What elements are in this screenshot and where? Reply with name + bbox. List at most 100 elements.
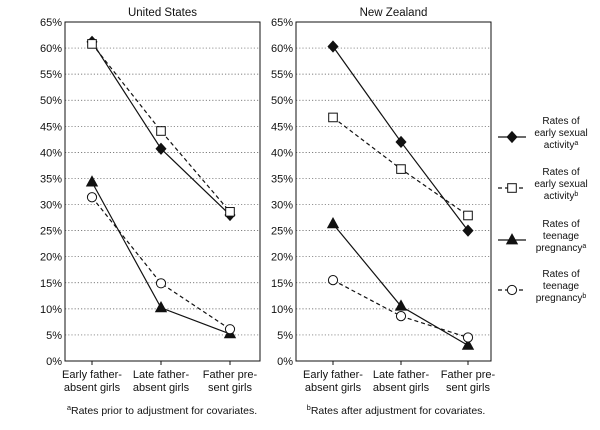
legend-label: Rates of bbox=[542, 167, 579, 178]
panel-title: United States bbox=[128, 7, 197, 19]
legend-label-line: Rates of bbox=[542, 219, 579, 230]
footnote-mark: a bbox=[67, 403, 72, 412]
series-line-triangle bbox=[332, 223, 469, 346]
data-point-circle bbox=[462, 332, 474, 343]
footnote-text: Rates prior to adjustment for covariates… bbox=[71, 405, 257, 417]
x-category-label: absent girls bbox=[133, 382, 190, 394]
legend-label-line: activity bbox=[544, 140, 575, 151]
y-tick-label: 25% bbox=[271, 226, 293, 238]
legend-label: early sexual bbox=[534, 128, 587, 139]
x-category-label: sent girls bbox=[208, 382, 253, 394]
legend-label: teenage bbox=[543, 281, 580, 292]
legend-label: early sexual bbox=[534, 179, 587, 190]
y-tick-label: 10% bbox=[40, 304, 62, 316]
legend-superscript: b bbox=[574, 191, 578, 198]
legend-label-line: pregnancy bbox=[536, 293, 583, 304]
data-point-square bbox=[463, 210, 473, 221]
x-category-label: absent girls bbox=[373, 382, 430, 394]
y-tick-label: 30% bbox=[271, 200, 293, 212]
y-tick-label: 55% bbox=[271, 69, 293, 81]
data-point-triangle bbox=[461, 338, 475, 350]
y-tick-label: 50% bbox=[40, 95, 62, 107]
y-tick-label: 55% bbox=[40, 69, 62, 81]
data-point-diamond bbox=[327, 40, 339, 53]
footnote: bRates after adjustment for covariates. bbox=[307, 403, 486, 418]
legend-label-line: teenage bbox=[543, 281, 580, 292]
legend-label-line: Rates of bbox=[542, 116, 579, 127]
legend-label: Rates of bbox=[542, 116, 579, 127]
panel-united-states: 0% 5% 10% 15% 20% 25% 30% 35% 40% 45% 50% 55% 60% 65%… bbox=[40, 7, 261, 418]
legend-label: activityb bbox=[544, 191, 579, 203]
legend-label: teenage bbox=[543, 231, 580, 242]
data-point-circle bbox=[327, 275, 339, 286]
data-point-square bbox=[156, 126, 166, 136]
y-tick-label: 60% bbox=[40, 43, 62, 55]
x-category-label: Late father- bbox=[373, 369, 430, 381]
data-point-circle bbox=[155, 278, 167, 289]
y-tick-label: 20% bbox=[271, 252, 293, 264]
y-tick-label: 0% bbox=[277, 356, 293, 368]
footnote: aRates prior to adjustment for covariate… bbox=[67, 403, 257, 418]
y-tick-label: 5% bbox=[46, 330, 62, 342]
plot-frame bbox=[295, 21, 492, 362]
data-point-diamond bbox=[155, 142, 167, 155]
data-point-circle bbox=[224, 324, 236, 335]
data-point-square bbox=[396, 164, 406, 174]
y-tick-label: 65% bbox=[40, 17, 62, 29]
data-point-square bbox=[328, 112, 338, 123]
legend-label-line: early sexual bbox=[534, 179, 587, 190]
panel-title: New Zealand bbox=[360, 7, 428, 19]
legend-label: pregnancya bbox=[536, 243, 587, 255]
x-category-label: absent girls bbox=[305, 382, 362, 394]
legend-label-line: Rates of bbox=[542, 167, 579, 178]
legend-label-line: teenage bbox=[543, 231, 580, 242]
y-tick-label: 45% bbox=[271, 121, 293, 133]
y-tick-label: 60% bbox=[271, 43, 293, 55]
legend-label-line: Rates of bbox=[542, 269, 579, 280]
y-tick-label: 35% bbox=[40, 173, 62, 185]
legend-marker-circle bbox=[506, 284, 518, 296]
y-tick-label: 30% bbox=[40, 200, 62, 212]
legend-marker-diamond bbox=[506, 130, 518, 144]
y-tick-label: 50% bbox=[271, 95, 293, 107]
y-tick-label: 0% bbox=[46, 356, 62, 368]
footnote-text: Rates after adjustment for covariates. bbox=[311, 405, 486, 417]
y-tick-label: 35% bbox=[271, 173, 293, 185]
legend-label-line: activity bbox=[544, 191, 575, 202]
legend-superscript: a bbox=[574, 140, 578, 147]
data-point-triangle bbox=[85, 175, 99, 187]
legend-superscript: a bbox=[582, 243, 586, 250]
y-tick-label: 15% bbox=[40, 278, 62, 290]
legend-label: pregnancyb bbox=[536, 293, 587, 305]
data-point-triangle bbox=[154, 300, 168, 313]
y-tick-label: 40% bbox=[271, 147, 293, 159]
legend-label-line: pregnancy bbox=[536, 243, 583, 254]
x-category-label: Late father- bbox=[133, 369, 190, 381]
legend-marker-triangle bbox=[505, 233, 519, 245]
x-category-label: Father pre- bbox=[441, 369, 496, 381]
y-tick-label: 65% bbox=[271, 17, 293, 29]
x-category-label: Early father- bbox=[62, 369, 122, 381]
y-tick-label: 5% bbox=[277, 330, 293, 342]
legend-superscript: b bbox=[582, 293, 586, 300]
series-line-circle bbox=[91, 196, 231, 330]
legend-label: Rates of bbox=[542, 269, 579, 280]
y-tick-label: 15% bbox=[271, 278, 293, 290]
y-tick-label: 45% bbox=[40, 121, 62, 133]
y-tick-label: 40% bbox=[40, 147, 62, 159]
y-tick-label: 25% bbox=[40, 226, 62, 238]
data-point-circle bbox=[395, 311, 407, 322]
x-category-label: sent girls bbox=[446, 382, 491, 394]
data-point-triangle bbox=[326, 217, 340, 229]
data-point-square bbox=[225, 207, 235, 217]
x-category-label: absent girls bbox=[64, 382, 121, 394]
data-point-circle bbox=[86, 192, 98, 203]
footnote-mark: b bbox=[307, 403, 311, 412]
plot-frame bbox=[64, 21, 261, 362]
legend-label: activitya bbox=[544, 140, 579, 152]
x-category-label: Father pre- bbox=[203, 369, 258, 381]
panel-new-zealand: 0% 5% 10% 15% 20% 25% 30% 35% 40% 45% 50% 55% 60% 65%… bbox=[271, 7, 496, 417]
